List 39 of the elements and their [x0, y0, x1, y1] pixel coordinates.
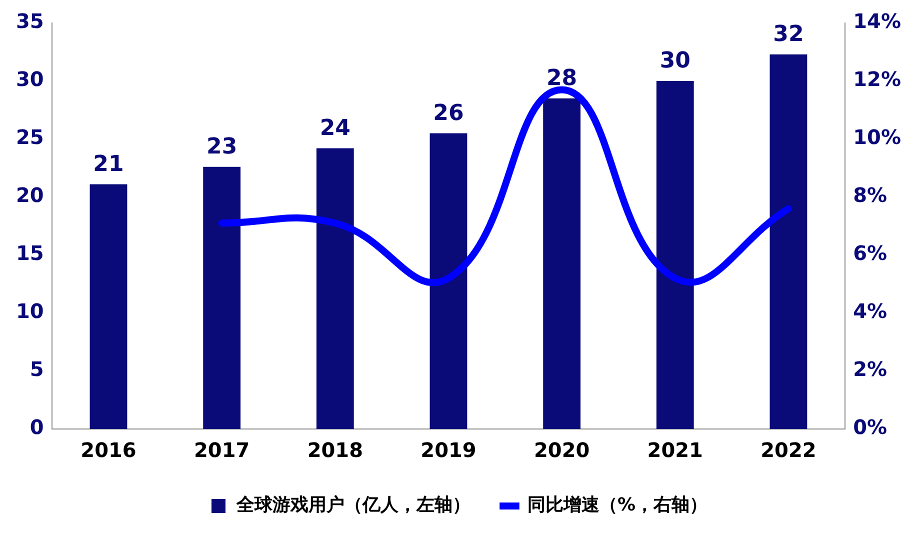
y-tick-label: 10 [16, 299, 44, 324]
bar [543, 98, 581, 429]
y2-tick-label: 10% [853, 125, 902, 150]
y2-tick-label: 4% [853, 299, 888, 324]
data-label: 28 [546, 66, 578, 92]
y2-tick-label: 12% [853, 67, 902, 92]
y-tick-label: 35 [16, 9, 44, 34]
legend-label: 全球游戏用户（亿人，左轴） [235, 494, 470, 516]
data-label: 32 [773, 22, 804, 48]
bar [656, 81, 694, 429]
bar [430, 133, 468, 429]
y2-tick-label: 14% [853, 9, 902, 34]
y-tick-label: 30 [16, 67, 44, 92]
y-tick-label: 5 [30, 357, 44, 382]
bar [203, 166, 241, 429]
y2-tick-label: 2% [853, 357, 888, 382]
y-tick-label: 0 [30, 415, 44, 440]
x-tick-label: 2019 [420, 438, 476, 462]
y-tick-label: 20 [16, 183, 44, 208]
bar [316, 148, 354, 429]
data-label: 24 [320, 116, 350, 141]
y-tick-label: 15 [16, 241, 44, 266]
data-label: 21 [93, 152, 124, 177]
y2-tick-label: 6% [853, 241, 888, 266]
x-tick-label: 2020 [534, 438, 590, 462]
data-label: 26 [433, 100, 464, 126]
x-tick-label: 2016 [80, 438, 136, 462]
x-tick-label: 2022 [760, 438, 816, 462]
bar [90, 184, 128, 429]
y-tick-label: 25 [16, 125, 44, 150]
bar [770, 54, 808, 429]
x-tick-label: 2018 [307, 438, 363, 462]
x-tick-label: 2017 [194, 438, 250, 462]
data-label: 30 [660, 48, 690, 74]
y2-tick-label: 8% [853, 183, 888, 208]
x-tick-label: 2021 [647, 438, 703, 462]
data-label: 23 [206, 134, 238, 160]
y2-tick-label: 0% [853, 415, 888, 440]
legend-label: 同比增速（%，右轴） [527, 494, 708, 516]
